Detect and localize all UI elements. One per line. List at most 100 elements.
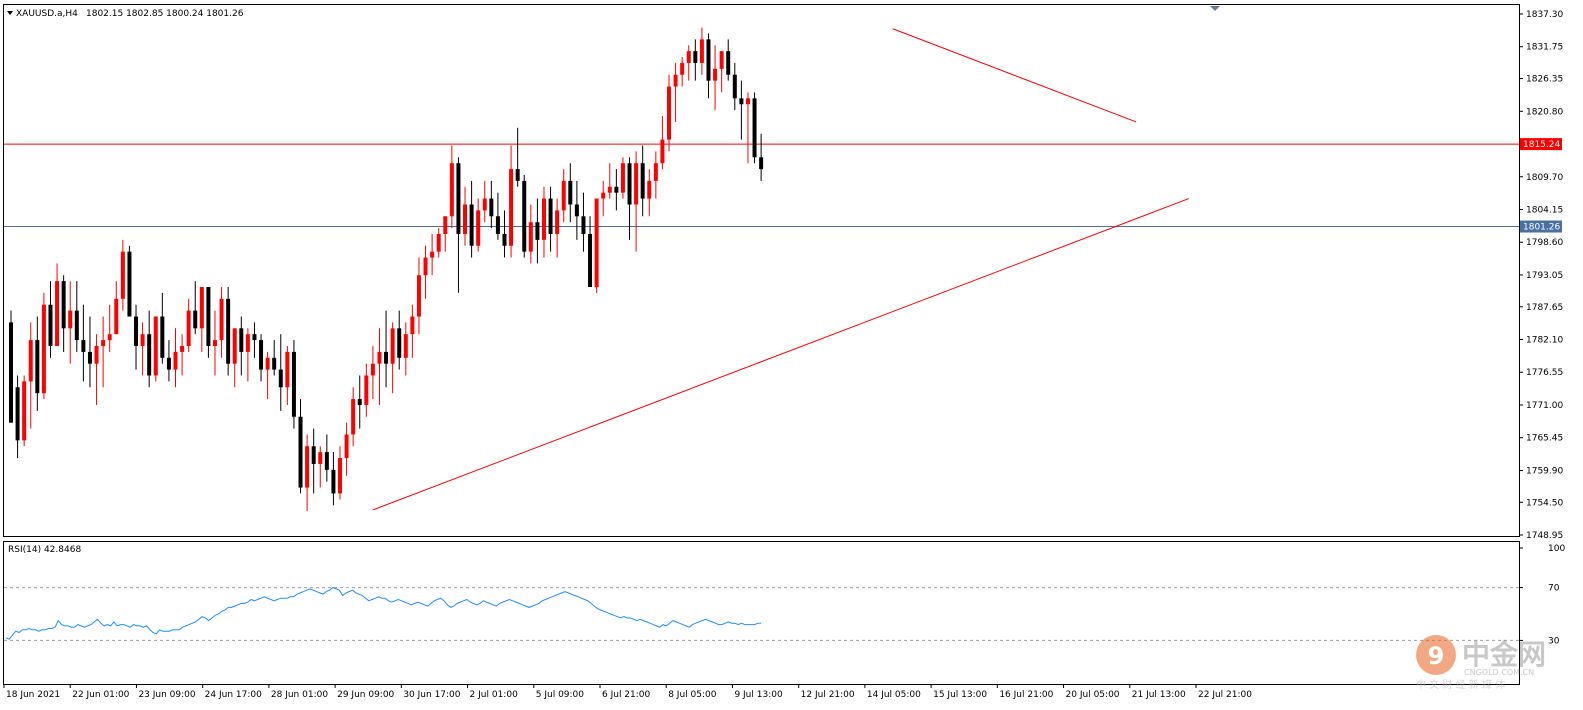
- rsi-tick-label: 70: [1548, 584, 1560, 594]
- candle-body: [232, 328, 237, 364]
- time-tick-label: 16 Jul 21:00: [999, 690, 1053, 700]
- candle-body: [212, 340, 217, 347]
- candle-body: [449, 163, 454, 217]
- chart-header: XAUUSD.a,H4 1802.15 1802.85 1800.24 1801…: [7, 6, 1220, 19]
- rsi-tick-label: 30: [1548, 636, 1560, 646]
- rsi-frame: [3, 541, 1520, 685]
- main-chart-frame: [3, 4, 1520, 537]
- watermark-tagline: 中 文 财 经 新 媒 体: [1416, 678, 1505, 691]
- candle-body: [693, 51, 698, 63]
- candle-body: [147, 334, 152, 376]
- candle-body: [101, 340, 106, 347]
- logo-glyph: 9: [1428, 642, 1445, 670]
- candle-body: [186, 310, 191, 347]
- candle-body: [416, 275, 421, 317]
- price-tick-label: 1748.95: [1526, 531, 1563, 541]
- candle-body: [502, 233, 507, 246]
- candle-body: [318, 452, 323, 464]
- candle-body: [127, 251, 132, 317]
- reference-lines: 1815.24 1801.26: [4, 138, 1562, 233]
- trendlines: [372, 28, 1189, 511]
- candle-body: [482, 198, 487, 211]
- candle-body: [535, 222, 540, 240]
- candle-body: [469, 204, 474, 246]
- candle-body: [489, 198, 494, 217]
- candle-body: [495, 216, 500, 234]
- candle-body: [627, 163, 632, 205]
- candle-body: [239, 328, 244, 352]
- candle-body: [265, 357, 270, 370]
- trendline: [372, 198, 1189, 511]
- candle-body: [199, 287, 204, 329]
- candle-body: [667, 86, 671, 140]
- candle-body: [305, 446, 310, 488]
- candle-body: [509, 169, 514, 246]
- candle-body: [153, 316, 158, 376]
- candle-body: [706, 39, 711, 81]
- candlestick-series: [9, 27, 764, 512]
- price-tick-label: 1793.05: [1526, 271, 1563, 281]
- candle-body: [443, 216, 448, 234]
- candle-body: [607, 186, 612, 193]
- price-tick-label: 1787.65: [1526, 303, 1563, 313]
- candle-body: [686, 51, 691, 63]
- candle-body: [745, 98, 750, 105]
- candle-body: [588, 233, 593, 288]
- current-price-tag-label: 1801.26: [1523, 223, 1560, 233]
- candle-body: [548, 198, 553, 234]
- ohlc-readout: 1802.15 1802.85 1800.24 1801.26: [86, 9, 244, 19]
- candle-body: [476, 210, 481, 246]
- rsi-levels: [4, 587, 1519, 641]
- candle-body: [245, 334, 250, 352]
- candle-body: [561, 180, 566, 211]
- candle-body: [173, 351, 178, 370]
- time-axis: 18 Jun 2021 22 Jun 01:00 23 Jun 09:00 24 Ju…: [3, 684, 1252, 700]
- rsi-label: RSI(14) 42.8468: [8, 545, 81, 555]
- time-tick-label: 24 Jun 17:00: [205, 690, 262, 700]
- price-tick-label: 1771.00: [1526, 401, 1563, 411]
- candle-body: [719, 51, 724, 69]
- candle-body: [259, 340, 264, 370]
- candle-body: [291, 351, 296, 417]
- candle-body: [601, 192, 606, 199]
- candle-body: [713, 68, 718, 81]
- time-tick-label: 12 Jul 21:00: [801, 690, 855, 700]
- time-tick-label: 15 Jul 13:00: [933, 690, 987, 700]
- candle-body: [15, 387, 20, 441]
- logo-icon: [1416, 635, 1456, 675]
- time-tick-label: 30 Jun 17:00: [403, 690, 460, 700]
- candle-body: [522, 180, 527, 252]
- candle-body: [22, 381, 27, 441]
- price-tick-label: 1798.60: [1526, 238, 1563, 248]
- candle-body: [81, 340, 86, 352]
- candle-body: [647, 180, 652, 199]
- candle-body: [166, 357, 171, 370]
- candle-body: [568, 180, 573, 205]
- candle-body: [581, 216, 586, 234]
- candle-body: [252, 334, 257, 341]
- candle-body: [87, 351, 92, 364]
- candle-body: [55, 281, 60, 347]
- resistance-tag-label: 1815.24: [1523, 140, 1560, 150]
- candle-body: [331, 469, 336, 494]
- time-tick-label: 22 Jul 21:00: [1198, 690, 1252, 700]
- candle-body: [357, 399, 362, 405]
- price-axis: 1837.30 1831.75 1826.35 1820.80 1809.70 1804.…: [1519, 10, 1563, 541]
- candle-body: [759, 157, 764, 170]
- candle-body: [344, 434, 349, 459]
- price-tick-label: 1759.90: [1526, 466, 1563, 476]
- candle-body: [436, 233, 441, 252]
- candle-body: [338, 458, 342, 494]
- candle-body: [107, 334, 112, 341]
- scroll-marker-icon[interactable]: [1210, 6, 1220, 11]
- candle-body: [653, 163, 658, 181]
- triangle-down-icon[interactable]: [7, 11, 13, 15]
- candle-body: [120, 251, 125, 299]
- time-tick-label: 14 Jul 05:00: [867, 690, 921, 700]
- candle-body: [541, 198, 546, 240]
- candle-body: [94, 346, 99, 364]
- candle-body: [726, 51, 731, 75]
- candle-body: [272, 357, 277, 370]
- candle-body: [364, 375, 369, 405]
- time-tick-label: 20 Jul 05:00: [1066, 690, 1120, 700]
